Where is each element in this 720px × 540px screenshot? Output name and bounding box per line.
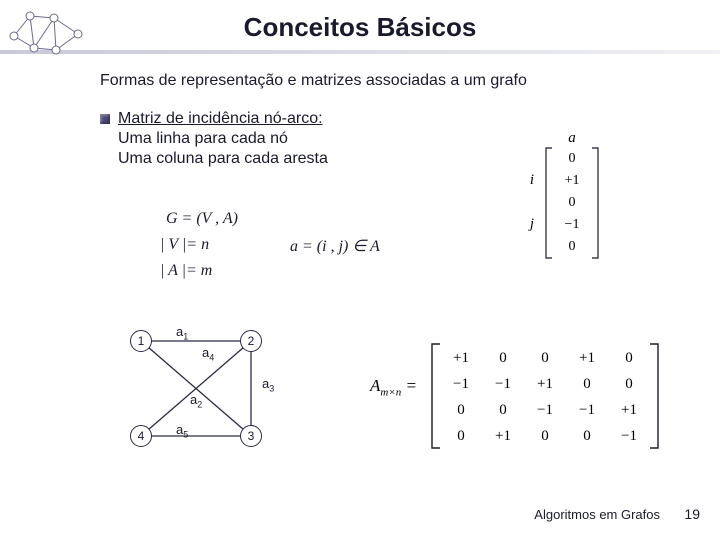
svg-text:0: 0 bbox=[569, 151, 576, 166]
svg-text:0: 0 bbox=[499, 350, 507, 366]
svg-text:−1: −1 bbox=[579, 402, 595, 418]
svg-text:a: a bbox=[568, 130, 576, 146]
graph-node: 4 bbox=[130, 425, 152, 447]
svg-text:0: 0 bbox=[569, 239, 576, 254]
svg-text:0: 0 bbox=[625, 350, 633, 366]
svg-text:+1: +1 bbox=[495, 428, 511, 444]
svg-text:0: 0 bbox=[583, 376, 591, 392]
svg-text:+1: +1 bbox=[537, 376, 553, 392]
svg-text:+1: +1 bbox=[565, 173, 580, 188]
svg-text:0: 0 bbox=[457, 428, 465, 444]
matrix-equals: = bbox=[401, 376, 417, 395]
subtitle: Formas de representação e matrizes assoc… bbox=[100, 72, 527, 90]
matrix-subscript: m×n bbox=[380, 386, 401, 398]
svg-text:+1: +1 bbox=[621, 402, 637, 418]
svg-text:i: i bbox=[530, 172, 534, 188]
svg-text:j: j bbox=[528, 216, 534, 232]
svg-text:0: 0 bbox=[625, 376, 633, 392]
svg-text:+1: +1 bbox=[453, 350, 469, 366]
svg-text:−1: −1 bbox=[495, 376, 511, 392]
formula-g: G = (V , A) bbox=[166, 210, 238, 228]
svg-text:0: 0 bbox=[541, 428, 549, 444]
edge-label: a1 bbox=[176, 324, 188, 342]
edge-label: a4 bbox=[202, 345, 214, 363]
svg-text:0: 0 bbox=[569, 195, 576, 210]
formula-aij: a = (i , j) ∈ A bbox=[290, 236, 380, 256]
incidence-matrix: Am×n = +1 0 0 +1 0 −1 −1 +1 0 0 0 0 −1 −1 +1 0 +1 0 0 −1 bbox=[370, 330, 680, 460]
svg-text:0: 0 bbox=[583, 428, 591, 444]
edge-label: a2 bbox=[190, 392, 202, 410]
svg-text:0: 0 bbox=[499, 402, 507, 418]
matrix-symbol: A bbox=[370, 376, 380, 395]
page-number: 19 bbox=[684, 506, 700, 522]
page-title: Conceitos Básicos bbox=[0, 12, 720, 43]
svg-text:0: 0 bbox=[541, 350, 549, 366]
formula-am: | A |= m bbox=[160, 262, 212, 280]
section-line-1: Uma linha para cada nó bbox=[118, 130, 328, 148]
section-heading: Matriz de incidência nó-arco: bbox=[118, 110, 323, 127]
section-block: Matriz de incidência nó-arco: Uma linha … bbox=[100, 110, 328, 168]
graph-node: 1 bbox=[130, 330, 152, 352]
svg-text:−1: −1 bbox=[621, 428, 637, 444]
column-vector: 0 +1 0 −1 0 a i j bbox=[490, 130, 630, 270]
footer-text: Algoritmos em Grafos bbox=[534, 507, 660, 522]
svg-text:−1: −1 bbox=[537, 402, 553, 418]
formula-vn: | V |= n bbox=[160, 236, 209, 254]
svg-text:0: 0 bbox=[457, 402, 465, 418]
svg-text:−1: −1 bbox=[453, 376, 469, 392]
header-divider bbox=[0, 50, 720, 54]
svg-text:−1: −1 bbox=[565, 217, 580, 232]
graph-node: 3 bbox=[240, 425, 262, 447]
edge-label: a5 bbox=[176, 422, 188, 440]
edge-label: a3 bbox=[262, 376, 274, 394]
bullet-icon bbox=[100, 114, 110, 124]
section-line-2: Uma coluna para cada aresta bbox=[118, 150, 328, 168]
svg-text:+1: +1 bbox=[579, 350, 595, 366]
graph-node: 2 bbox=[240, 330, 262, 352]
graph-diagram: 1234 a1a2a3a4a5 bbox=[130, 330, 300, 460]
